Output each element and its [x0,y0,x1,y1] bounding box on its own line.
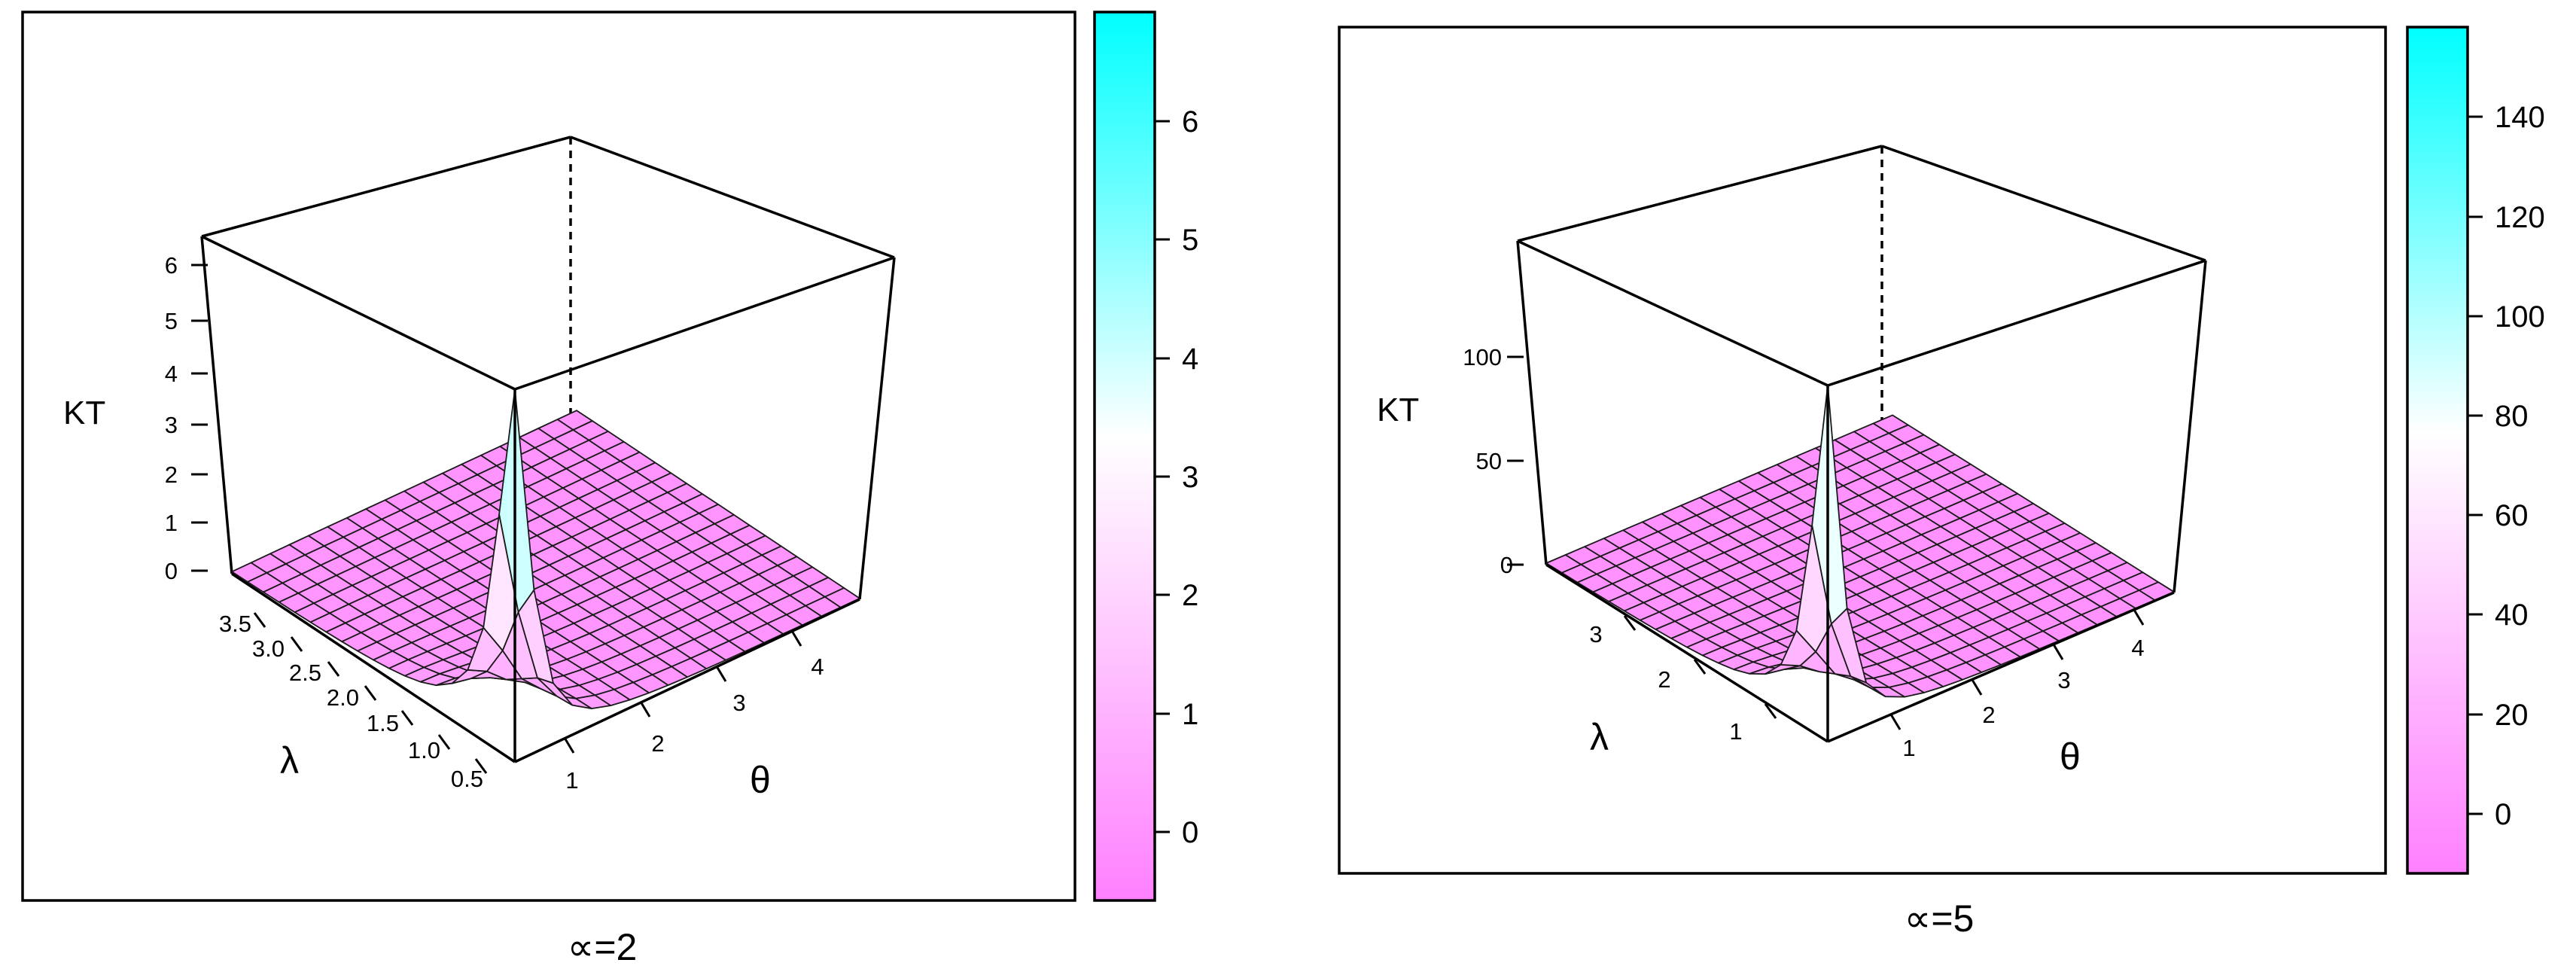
theta-tick-label: 3 [2057,667,2070,693]
colorbar-ticks: 0 1 2 3 4 5 6 [1155,105,1198,849]
theta-tick-label: 3 [732,690,745,716]
lambda-axis-label: λ [1590,716,1609,758]
z-tick-label: 4 [165,361,178,387]
box-front [231,257,896,763]
z-tick-label: 50 [1476,448,1502,474]
surface-facet [1811,385,1848,625]
lambda-tick-label: 2 [1658,666,1670,693]
theta-tick-label: 4 [811,654,824,680]
colorbar-tick-label: 2 [1182,579,1198,612]
lambda-tick-label: 1.5 [367,710,399,736]
z-tick-label: 1 [165,510,178,536]
panel-caption: ∝=2 [568,926,638,968]
colorbar-ticks: 0 20 40 60 80 100 120 140 [2468,101,2545,831]
panel-alpha-5: 0 50 100 KT 3 2 1 λ 1 2 3 4 θ [1338,26,2545,940]
lambda-tick-label: 2.0 [327,684,359,711]
colorbar-tick-label: 1 [1182,698,1198,731]
plot-frame [1338,26,2387,875]
colorbar-tick-label: 6 [1182,105,1198,139]
lambda-axis: 3 2 1 λ [1589,615,1777,758]
colorbar-tick-label: 4 [1182,343,1198,376]
colorbar-tick-label: 140 [2495,101,2545,134]
lambda-tick-label: 0.5 [451,766,483,792]
box-back [1516,145,2206,565]
lambda-tick-label: 3.5 [219,611,251,637]
theta-tick-label: 2 [1982,702,1995,728]
colorbar-tick-label: 80 [2495,400,2529,433]
kt-surface [231,388,860,709]
colorbar-border [2406,26,2469,875]
theta-tick-label: 4 [2131,635,2144,661]
colorbar-border [1093,11,1156,902]
lambda-axis-label: λ [280,739,299,782]
lambda-tick-label: 2.5 [289,660,321,686]
colorbar-tick-label: 60 [2495,499,2529,532]
z-tick-label: 6 [165,252,178,279]
box-back [200,136,895,574]
colorbar-tick-label: 100 [2495,300,2545,334]
colorbar-tick-label: 3 [1182,461,1198,494]
theta-axis-label: θ [2060,736,2081,778]
lambda-tick-label: 3.0 [252,635,285,662]
colorbar-tick-label: 0 [1182,816,1198,849]
colorbar-tick-label: 40 [2495,599,2529,632]
lambda-tick-label: 3 [1589,621,1602,647]
lambda-tick-label: 1.0 [408,737,440,763]
z-axis: 0 1 2 3 4 5 6 KT [63,252,208,584]
box-front [1545,260,2207,743]
z-axis-label: KT [63,395,105,431]
z-tick-label: 3 [165,412,178,438]
panel-caption: ∝=5 [1905,897,1975,940]
colorbar-tick-label: 0 [2495,798,2511,831]
z-tick-label: 0 [165,558,178,584]
surface-facet [498,388,535,613]
kt-surface [1545,385,2175,698]
theta-tick-label: 1 [1902,735,1915,761]
colorbar-tick-label: 120 [2495,201,2545,234]
panel-alpha-2: 0 1 2 3 4 5 6 KT 3.5 3.0 2.5 2.0 1.5 1.0… [21,11,1198,968]
colorbar-tick-label: 20 [2495,699,2529,732]
lambda-tick-label: 1 [1729,718,1742,745]
theta-axis-label: θ [750,759,771,801]
z-tick-label: 2 [165,462,178,488]
colorbar: 0 20 40 60 80 100 120 140 [2406,26,2545,875]
colorbar-gradient [1095,12,1155,900]
theta-tick-label: 1 [565,767,578,794]
lambda-axis: 3.5 3.0 2.5 2.0 1.5 1.0 0.5 λ [219,611,488,792]
z-tick-label: 100 [1463,344,1502,370]
z-tick-label: 0 [1500,552,1513,578]
colorbar: 0 1 2 3 4 5 6 [1093,11,1198,902]
theta-axis: 1 2 3 4 θ [563,630,824,801]
theta-tick-label: 2 [651,730,664,757]
colorbar-gradient [2407,27,2468,873]
theta-axis: 1 2 3 4 θ [1889,609,2145,778]
z-tick-label: 5 [165,308,178,334]
plot-frame [21,11,1076,902]
z-axis-label: KT [1377,392,1419,428]
z-axis: 0 50 100 KT [1377,344,1524,578]
colorbar-tick-label: 5 [1182,224,1198,257]
